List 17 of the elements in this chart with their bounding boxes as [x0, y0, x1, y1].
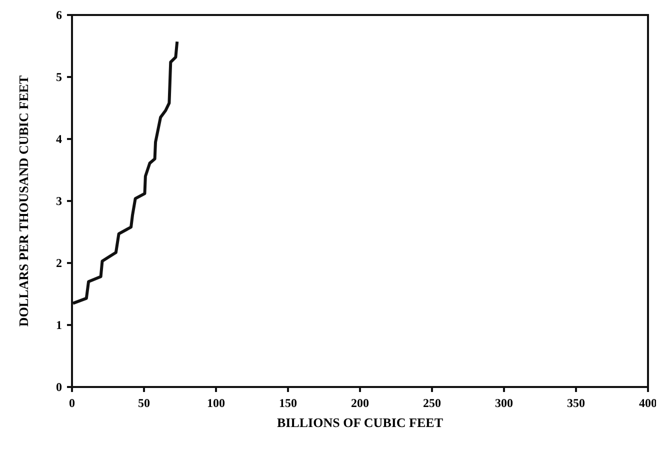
x-tick-label: 50 [138, 396, 150, 410]
y-tick-label: 4 [56, 132, 62, 146]
y-tick-label: 5 [56, 70, 62, 84]
y-axis-title: DOLLARS PER THOUSAND CUBIC FEET [16, 75, 31, 327]
x-tick-label: 100 [207, 396, 225, 410]
x-tick-label: 250 [423, 396, 441, 410]
y-tick-label: 3 [56, 194, 62, 208]
x-tick-label: 300 [495, 396, 513, 410]
x-tick-label: 200 [351, 396, 369, 410]
x-axis-title: BILLIONS OF CUBIC FEET [276, 415, 444, 430]
x-tick-label: 350 [567, 396, 585, 410]
y-tick-label: 2 [56, 256, 62, 270]
y-tick-label: 1 [56, 318, 62, 332]
y-tick-label: 0 [56, 380, 62, 394]
x-tick-label: 150 [279, 396, 297, 410]
x-tick-label: 0 [69, 396, 75, 410]
y-tick-label: 6 [56, 8, 62, 22]
